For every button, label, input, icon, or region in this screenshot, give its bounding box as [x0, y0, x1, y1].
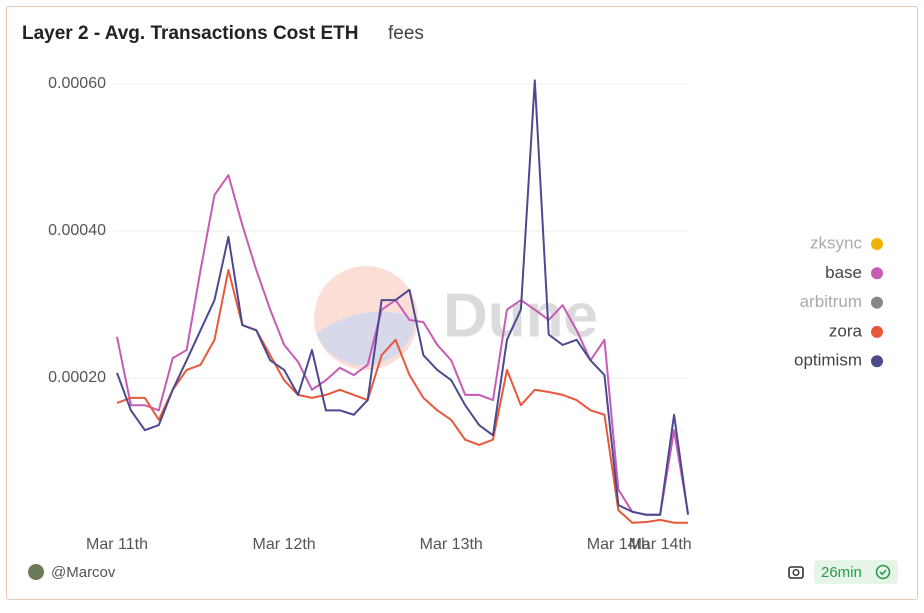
x-tick-label: Mar 12th — [253, 536, 316, 553]
refresh-check-mark — [879, 569, 887, 576]
legend-label: zksync — [810, 233, 862, 252]
series-line — [116, 79, 689, 516]
x-tick-label: Mar 11th — [86, 536, 148, 553]
refresh-time: 26min — [821, 564, 862, 581]
lines — [116, 79, 689, 524]
legend-swatch — [871, 355, 883, 368]
legend-item[interactable]: zora — [829, 321, 883, 340]
author: @Marcov — [51, 564, 116, 581]
x-tick-label: Mar 14th — [587, 536, 650, 553]
legend-item[interactable]: zksync — [810, 233, 883, 252]
chart-title: Layer 2 - Avg. Transactions Cost ETH — [22, 23, 358, 44]
y-tick-label: 0.00040 — [48, 222, 106, 239]
legend-item[interactable]: optimism — [794, 351, 883, 370]
watermark-logo-part — [316, 311, 416, 366]
camera-icon[interactable] — [788, 566, 804, 579]
legend-swatch — [871, 238, 883, 250]
legend-item[interactable]: base — [825, 263, 883, 282]
legend-swatch — [871, 267, 883, 280]
avatar — [28, 564, 44, 580]
legend-label: arbitrum — [800, 292, 862, 311]
legend-label: zora — [829, 321, 863, 340]
watermark-text: Dune — [443, 281, 598, 350]
legend-label: base — [825, 263, 862, 282]
chart-subtitle: fees — [388, 23, 424, 44]
x-tick-label: Mar 14th — [629, 536, 692, 553]
grid: 0.00020 0.00040 0.00060 Mar 11th Mar 12th Mar… — [48, 75, 692, 553]
y-tick-label: 0.00060 — [48, 75, 106, 92]
legend-label: optimism — [794, 351, 862, 370]
card — [6, 6, 918, 600]
series-line — [116, 174, 689, 516]
x-tick-label: Mar 13th — [420, 536, 483, 553]
camera-body — [788, 566, 804, 579]
refresh-check — [875, 564, 891, 580]
y-tick-label: 0.00020 — [48, 369, 106, 386]
refresh-badge — [814, 560, 898, 584]
legend-swatch — [871, 325, 883, 338]
legend-swatch — [871, 296, 883, 309]
camera-lens — [792, 569, 800, 577]
legend: zksync base arbitrum zora optimism — [794, 233, 883, 370]
legend-item[interactable]: arbitrum — [800, 292, 883, 311]
series-line — [116, 268, 688, 524]
